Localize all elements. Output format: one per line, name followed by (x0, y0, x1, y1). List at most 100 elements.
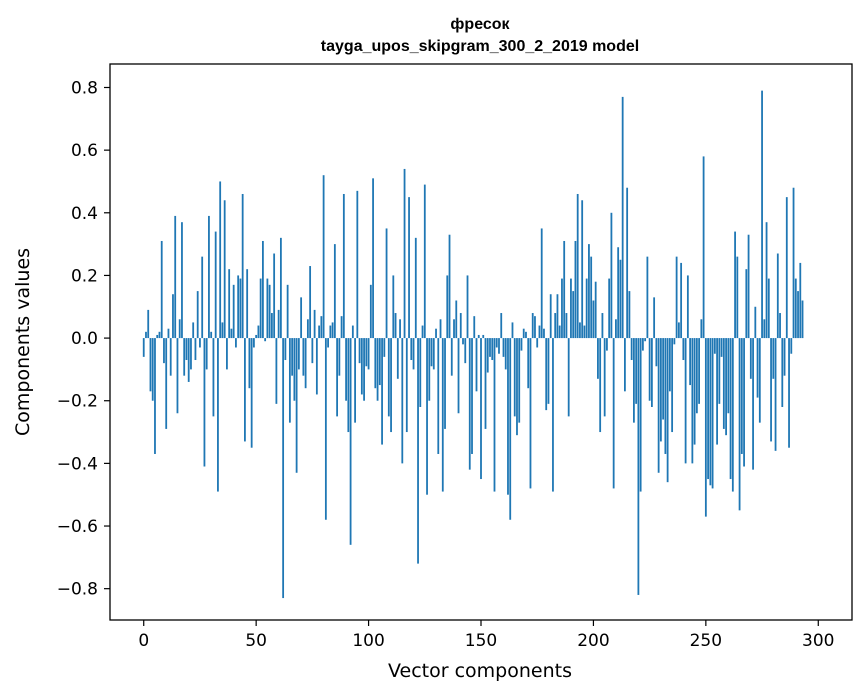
bar (297, 338, 300, 370)
bar (279, 237, 282, 339)
bar (401, 338, 404, 464)
bar (403, 168, 406, 339)
bar (293, 338, 296, 401)
bar (228, 269, 231, 339)
bar (633, 338, 635, 423)
bar (333, 244, 336, 339)
bar (284, 338, 287, 361)
bar (190, 338, 192, 370)
bar (239, 278, 242, 339)
bar (709, 338, 712, 486)
bar (156, 334, 159, 339)
bar (437, 338, 440, 454)
bar (727, 338, 730, 414)
y-axis-label: Components values (12, 248, 34, 436)
bar (502, 338, 505, 357)
bar (801, 300, 804, 339)
bar (650, 338, 653, 407)
bar (686, 275, 689, 339)
bar (372, 178, 374, 339)
bar (740, 338, 743, 454)
bar (142, 338, 145, 357)
bar (700, 319, 703, 339)
bar (214, 231, 217, 339)
bar (419, 338, 422, 407)
bar (428, 338, 431, 401)
bar (255, 334, 258, 339)
bar (360, 338, 363, 395)
bar (250, 338, 253, 448)
bar (462, 338, 464, 345)
bar (720, 338, 723, 357)
y-tick-label: −0.2 (57, 392, 98, 412)
bar (601, 313, 604, 339)
bar (653, 297, 656, 339)
bar (453, 319, 455, 339)
bar (262, 240, 264, 339)
bar (794, 278, 797, 339)
bar (788, 338, 790, 448)
y-tick-label: 0.2 (71, 266, 98, 286)
bar (412, 338, 415, 370)
bar (518, 338, 521, 423)
bar (736, 256, 739, 339)
bar (646, 256, 649, 339)
bar (151, 338, 154, 401)
bar (477, 334, 480, 339)
bar (387, 338, 390, 417)
bar (576, 193, 579, 339)
bar (579, 322, 581, 339)
bar (480, 338, 482, 480)
x-axis: 0 50 100 150 200 250 300 (138, 620, 834, 651)
bar (336, 338, 338, 417)
bar (320, 316, 323, 339)
bar (781, 338, 784, 407)
bar (172, 294, 174, 339)
x-tick-label: 0 (138, 631, 149, 651)
bar (259, 278, 262, 339)
bar (145, 331, 147, 339)
bar (167, 328, 170, 339)
bar (664, 338, 667, 454)
bar (666, 338, 669, 483)
bar (315, 338, 318, 395)
bar (210, 331, 213, 339)
bar (491, 338, 494, 361)
bar (365, 338, 368, 367)
bar (349, 338, 352, 545)
bar (439, 319, 442, 339)
bar (675, 256, 678, 339)
bar (217, 338, 219, 492)
bar (745, 269, 748, 339)
bar (340, 316, 343, 339)
bar (178, 319, 181, 339)
bar (797, 291, 799, 339)
bar (570, 278, 572, 339)
bar (414, 237, 417, 339)
bar (536, 338, 539, 348)
bar (729, 338, 732, 480)
bar (722, 338, 725, 429)
bar (322, 175, 325, 339)
bar (594, 281, 597, 339)
bar (567, 338, 570, 417)
bar (498, 338, 500, 354)
bar (574, 240, 577, 339)
bar (516, 338, 518, 436)
bar (302, 338, 305, 376)
y-axis: −0.8 −0.6 −0.4 −0.2 0.0 0.2 0.4 0.6 0.8 (57, 78, 110, 600)
bar (513, 338, 516, 417)
bar (581, 200, 584, 339)
bar (347, 338, 350, 433)
bar (441, 338, 444, 492)
bar (547, 338, 550, 404)
bar (264, 338, 267, 342)
bar (376, 338, 379, 401)
bar (417, 338, 419, 564)
bar (543, 328, 545, 339)
bar (163, 338, 165, 364)
bar (509, 338, 512, 520)
bar (776, 253, 779, 339)
bar (774, 338, 777, 451)
bar (273, 253, 276, 339)
